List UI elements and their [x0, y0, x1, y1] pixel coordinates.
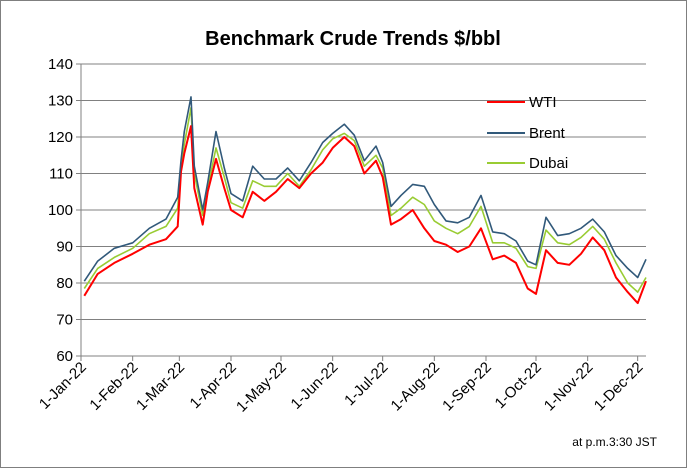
series-line-wti — [83, 125, 647, 305]
x-tick-label: 1-Mar-22 — [133, 359, 188, 414]
y-tick-label: 110 — [49, 166, 73, 183]
gridlines — [81, 63, 646, 320]
y-tick-label: 100 — [48, 202, 73, 219]
legend: WTI Brent Dubai — [487, 94, 568, 172]
legend-label-wti: WTI — [529, 94, 557, 111]
y-tick-label: 80 — [56, 275, 73, 292]
x-tick-label: 1-Nov-22 — [541, 359, 597, 415]
series-lines — [83, 96, 647, 305]
x-tick-label: 1-May-22 — [233, 359, 290, 416]
axes — [80, 64, 646, 357]
series-line-dubai — [83, 107, 647, 293]
x-tick-label: 1-Apr-22 — [187, 359, 240, 412]
x-tick-label: 1-Sep-22 — [439, 359, 495, 415]
legend-label-brent: Brent — [529, 125, 566, 142]
x-tick-label: 1-Jan-22 — [36, 359, 90, 413]
y-tick-label: 90 — [56, 239, 73, 256]
x-tick-label: 1-Jun-22 — [288, 359, 342, 413]
y-tick-label: 140 — [48, 56, 73, 73]
legend-label-dubai: Dubai — [529, 155, 568, 172]
y-tick-label: 60 — [56, 348, 73, 365]
x-tick-label: 1-Jul-22 — [341, 359, 391, 409]
y-tick-label: 70 — [56, 312, 73, 329]
series-line-brent — [83, 96, 647, 282]
x-tick-label: 1-Feb-22 — [86, 359, 141, 414]
x-tick-label: 1-Aug-22 — [387, 359, 443, 415]
y-tick-label: 120 — [48, 129, 73, 146]
chart-title: Benchmark Crude Trends $/bbl — [205, 28, 501, 50]
footnote: at p.m.3:30 JST — [572, 435, 657, 449]
y-axis-ticks: 60 70 80 90 100 110 120 130 140 — [48, 56, 81, 365]
x-tick-label: 1-Oct-22 — [492, 359, 545, 412]
y-tick-label: 130 — [48, 93, 73, 110]
x-axis-ticks: 1-Jan-221-Feb-221-Mar-221-Apr-221-May-22… — [36, 356, 647, 416]
x-tick-label: 1-Dec-22 — [591, 359, 647, 415]
